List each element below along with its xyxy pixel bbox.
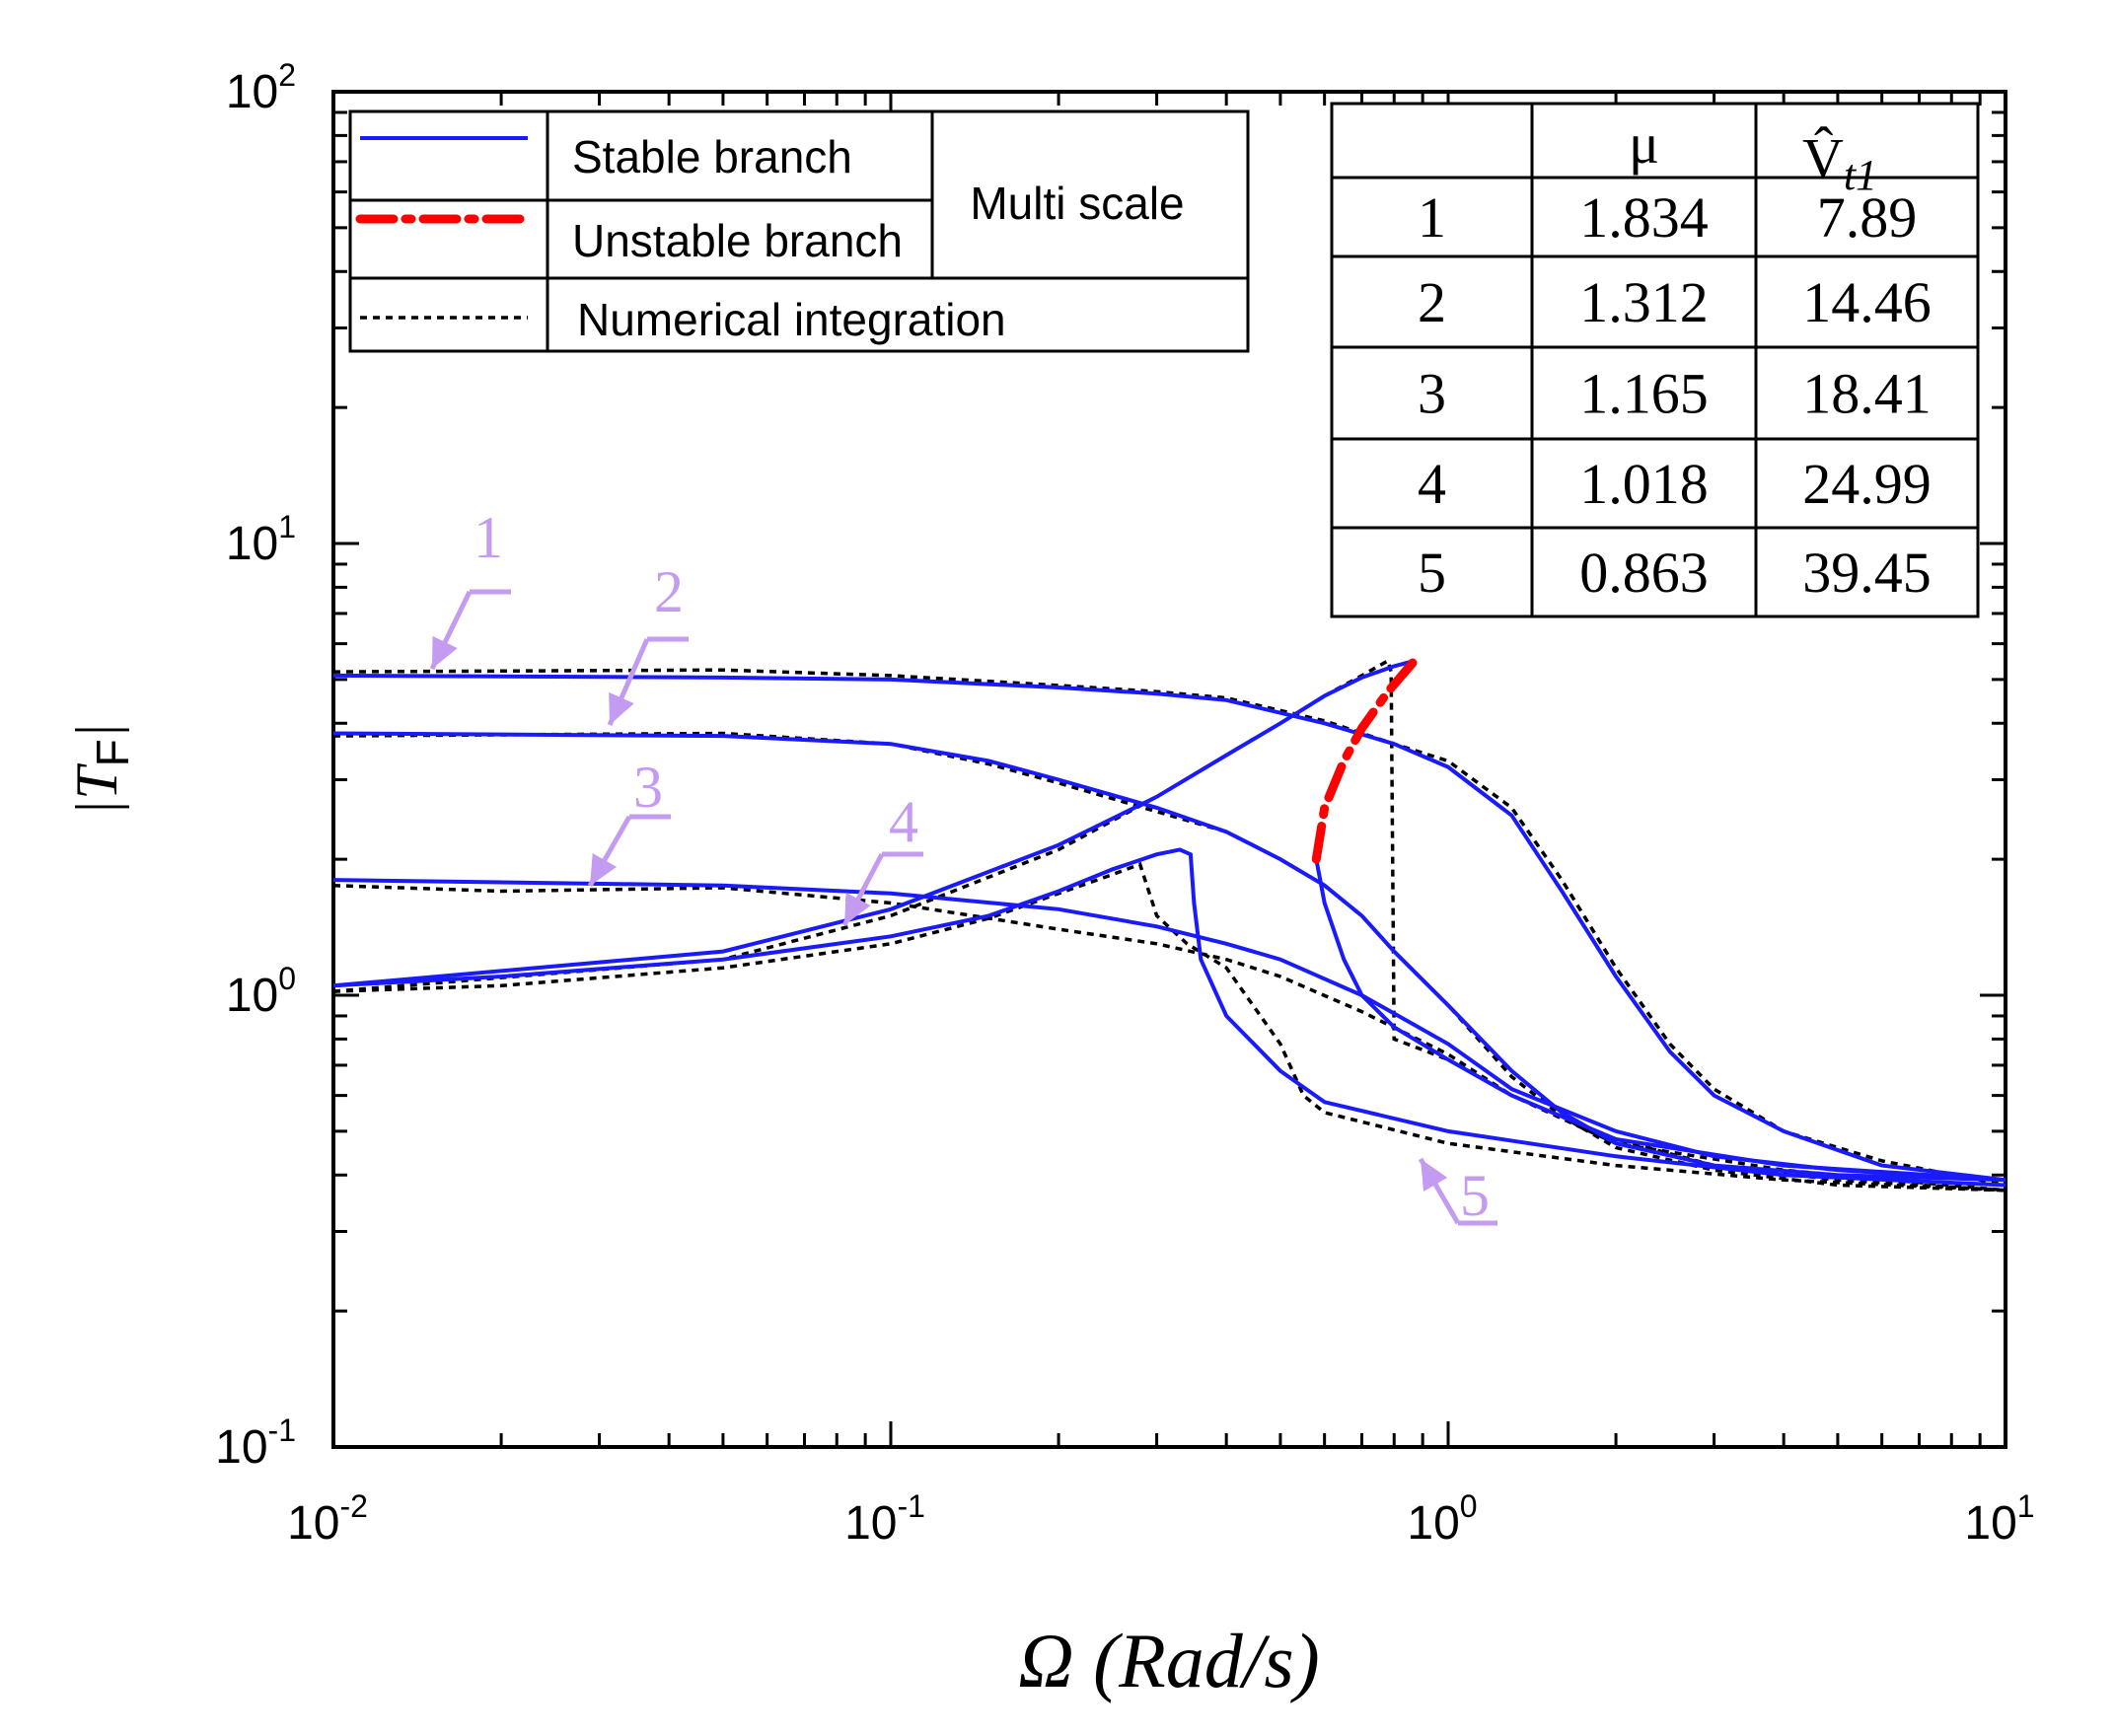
x-tick-label: 10-2	[287, 1488, 368, 1550]
x-tick-label: 100	[1407, 1488, 1477, 1550]
y-tick-label: 101	[226, 509, 296, 570]
table-cell: 7.89	[1817, 185, 1918, 250]
curve-annotations: 1 2 3 4 5	[429, 505, 1497, 1228]
y-axis-title-text: |TF|	[64, 723, 138, 816]
legend-label: Unstable branch	[572, 215, 903, 266]
y-tick-label: 100	[226, 961, 296, 1022]
table-cell: 2	[1418, 270, 1446, 334]
series-line-5-numerical	[332, 658, 2007, 1193]
annotation-arrowhead	[590, 853, 618, 886]
annotation-arrowhead	[609, 691, 634, 725]
series-line-4-stable	[332, 847, 2007, 1188]
axis-tick-labels: 10-2 10-1 100 101 10-1 100 101 102	[215, 57, 2034, 1550]
parameter-table: μ V̂t1 1 1.834 7.89 2 1.312 14.46 3 1.165 18.41 4 1.…	[1330, 102, 1980, 618]
series-line-3-numerical	[332, 883, 2007, 1193]
annotation-arrowhead	[844, 892, 871, 925]
table-cell: 18.41	[1802, 362, 1932, 426]
table-header-v: V̂t1	[1802, 126, 1877, 199]
series-line-1-stable	[332, 673, 2007, 1183]
annotation-label: 1	[474, 505, 503, 570]
plot-frame	[331, 90, 2007, 1449]
annotation-arrowhead	[432, 635, 458, 669]
legend-group-label: Multi scale	[970, 178, 1184, 229]
x-axis-title: Ω (Rad/s)	[1018, 1618, 1320, 1703]
series-line-5-unstable	[1311, 656, 1420, 864]
series-line-5-stable	[1314, 858, 2007, 1183]
table-cell: 1.312	[1579, 270, 1709, 334]
annotation-label: 4	[889, 789, 918, 854]
series-layer	[332, 656, 2007, 1193]
series-line-4-numerical	[332, 861, 2007, 1193]
annotation-label: 3	[633, 755, 663, 820]
y-tick-label: 10-1	[215, 1412, 296, 1474]
table-cell: 3	[1418, 362, 1446, 426]
table-cell: 14.46	[1802, 270, 1932, 334]
table-box	[1330, 102, 1980, 618]
table-cell: 0.863	[1579, 541, 1709, 605]
table-cell: 39.45	[1802, 541, 1932, 605]
table-cell: 4	[1418, 452, 1446, 516]
annotation-arrowhead	[1421, 1159, 1448, 1192]
y-tick-label: 102	[226, 57, 296, 118]
table-cell: 1.018	[1579, 452, 1709, 516]
table-cell: 1	[1418, 185, 1446, 250]
table-cell: 1.165	[1579, 362, 1709, 426]
axis-ticks	[331, 90, 2007, 1449]
y-axis-title: |TF|	[64, 723, 138, 816]
table-cell: 5	[1418, 541, 1446, 605]
series-line-2-stable	[332, 731, 2007, 1183]
x-tick-label: 10-1	[844, 1488, 925, 1550]
table-cell: 1.834	[1579, 185, 1709, 250]
legend: Stable branch Unstable branch Numerical in…	[348, 109, 1250, 353]
annotation-label: 5	[1460, 1163, 1490, 1228]
series-line-5-stable	[332, 658, 1416, 988]
table-cell: 24.99	[1802, 452, 1932, 516]
legend-box	[348, 109, 1250, 353]
series-line-1-numerical	[332, 668, 2007, 1188]
legend-label: Numerical integration	[577, 294, 1006, 345]
series-line-3-stable	[332, 878, 2007, 1183]
annotation-label: 2	[654, 559, 684, 624]
legend-label: Stable branch	[572, 131, 852, 182]
table-header-mu: μ	[1629, 111, 1659, 176]
x-tick-label: 101	[1964, 1488, 2034, 1550]
